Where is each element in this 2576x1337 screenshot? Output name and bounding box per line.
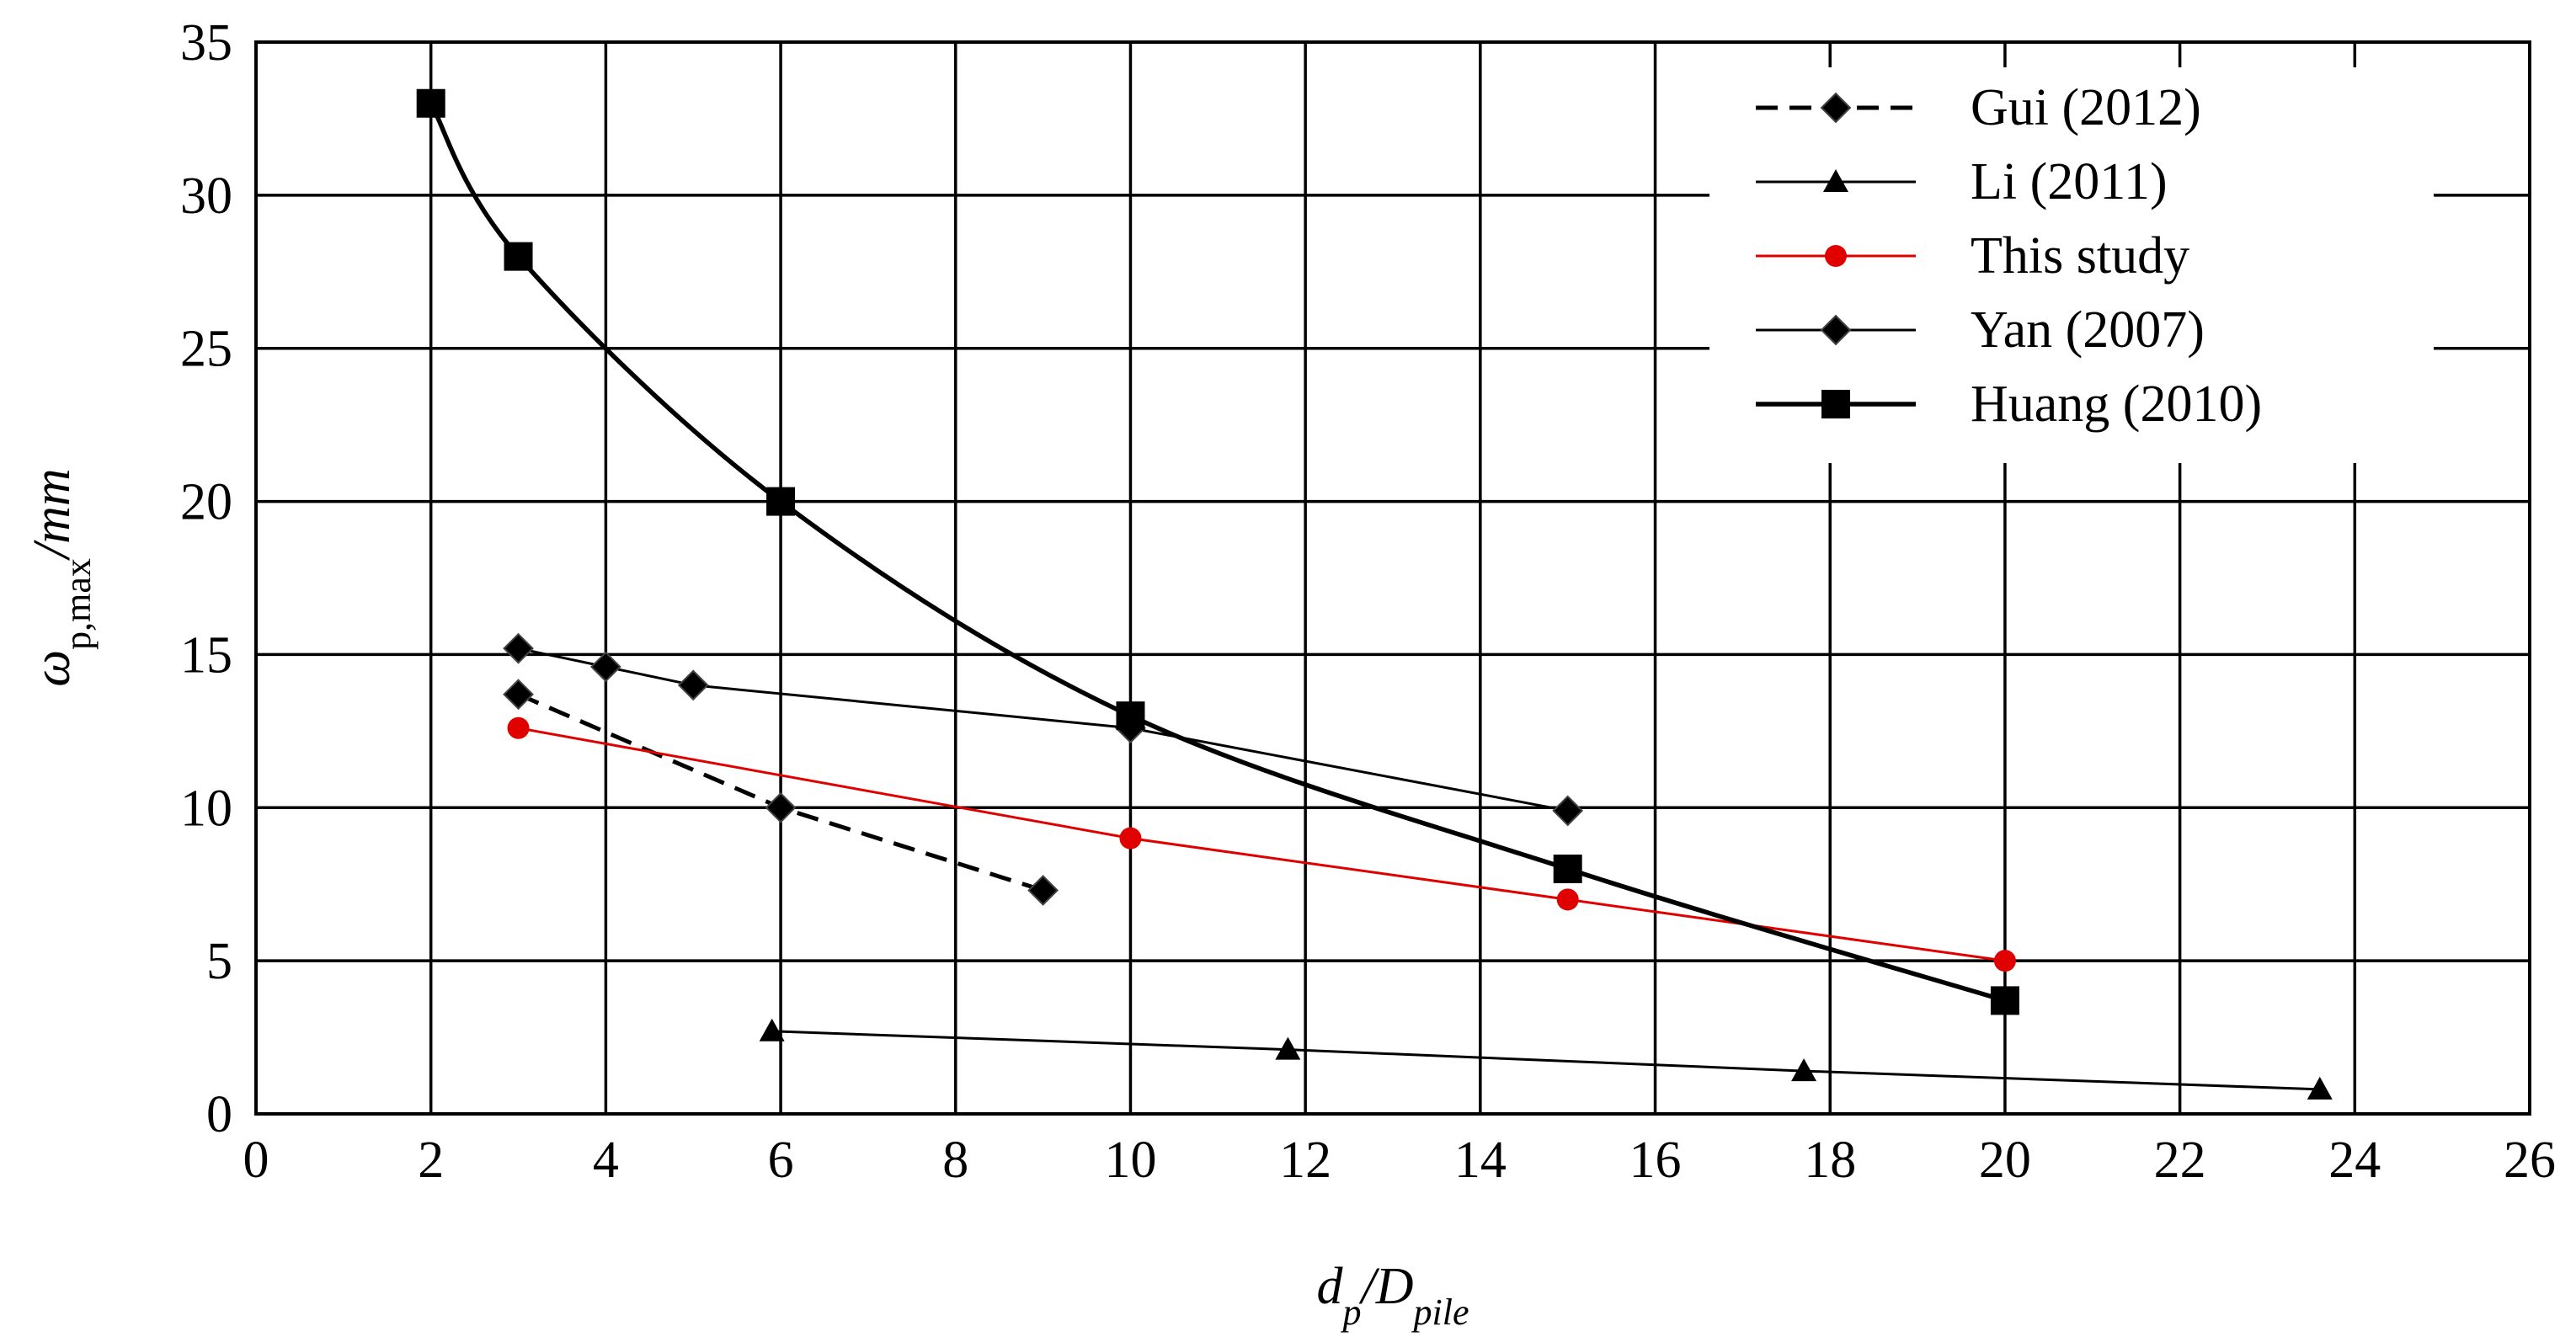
data-point-gui-2012: [503, 679, 534, 711]
data-point-li-2011: [2307, 1076, 2333, 1100]
y-axis-label: ωp,max/mm: [24, 468, 99, 686]
data-point-huang-2010: [766, 487, 796, 516]
x-tick-label: 6: [768, 1132, 794, 1189]
legend-item-this-study: This study: [1756, 227, 2189, 285]
series-yan-2007: [503, 632, 1584, 827]
series-line-this-study: [518, 727, 2006, 962]
x-tick-label: 18: [1804, 1132, 1856, 1189]
data-point-huang-2010: [504, 242, 533, 271]
x-tick-label: 4: [593, 1132, 619, 1189]
data-point-yan-2007: [1552, 795, 1584, 827]
data-point-huang-2010: [1553, 855, 1582, 884]
data-point-huang-2010: [1990, 986, 2019, 1015]
x-tick-label: 0: [243, 1132, 269, 1189]
data-point-this-study: [507, 716, 530, 739]
legend-item-gui-2012: Gui (2012): [1756, 79, 2201, 136]
legend-marker-gui-2012: [1820, 92, 1852, 124]
legend-marker-huang-2010: [1821, 390, 1850, 418]
legend: Gui (2012) Li (2011) This study Yan (2007) H…: [1709, 67, 2434, 463]
series-huang-2010: [416, 88, 2019, 1015]
series-line-li-2011: [771, 1030, 2320, 1091]
x-tick-label: 14: [1454, 1132, 1507, 1189]
data-point-yan-2007: [677, 669, 709, 701]
data-point-li-2011: [1275, 1036, 1301, 1060]
y-tick-label: 30: [180, 168, 232, 225]
plot-frame: [254, 40, 2531, 1116]
legend-label-yan-2007: Yan (2007): [1971, 301, 2205, 359]
legend-label-huang-2010: Huang (2010): [1971, 376, 2262, 433]
data-point-huang-2010: [416, 88, 445, 118]
data-point-this-study: [1993, 950, 2016, 972]
data-point-li-2011: [759, 1018, 785, 1041]
data-point-gui-2012: [765, 791, 797, 823]
series-this-study: [507, 716, 2016, 972]
series-layer: [416, 88, 2333, 1100]
legend-marker-this-study: [1825, 245, 1847, 267]
y-tick-label: 5: [206, 933, 232, 990]
data-point-yan-2007: [589, 651, 621, 683]
x-tick-label: 26: [2504, 1132, 2556, 1189]
data-point-huang-2010: [1116, 701, 1145, 731]
x-tick-label: 2: [418, 1132, 444, 1189]
legend-label-li-2011: Li (2011): [1971, 153, 2168, 210]
legend-label-gui-2012: Gui (2012): [1971, 79, 2201, 136]
y-tick-label: 20: [180, 474, 232, 531]
data-point-gui-2012: [1027, 875, 1059, 906]
legend-label-this-study: This study: [1971, 227, 2189, 285]
series-li-2011: [759, 1018, 2333, 1100]
legend-item-huang-2010: Huang (2010): [1756, 376, 2262, 433]
y-tick-label: 10: [180, 780, 232, 837]
legend-marker-yan-2007: [1820, 314, 1852, 346]
data-point-li-2011: [1791, 1058, 1817, 1082]
data-point-yan-2007: [503, 632, 534, 664]
y-tick-label: 25: [180, 321, 232, 378]
series-gui-2012: [503, 679, 1059, 906]
x-tick-labels: 0 2 4 6 8 10 12 14 16 18 20 22 24 26: [243, 1132, 2557, 1189]
x-tick-label: 10: [1104, 1132, 1156, 1189]
x-tick-label: 20: [1979, 1132, 2031, 1189]
y-tick-label: 0: [206, 1086, 232, 1143]
legend-item-yan-2007: Yan (2007): [1756, 301, 2205, 359]
data-point-this-study: [1556, 888, 1579, 911]
series-line-huang-2010: [429, 102, 2006, 1004]
y-tick-label: 35: [180, 14, 232, 72]
x-tick-label: 24: [2328, 1132, 2381, 1189]
x-tick-label: 22: [2154, 1132, 2206, 1189]
legend-marker-li-2011: [1823, 169, 1848, 192]
x-tick-label: 8: [942, 1132, 968, 1189]
y-tick-label: 15: [180, 626, 232, 684]
x-tick-label: 16: [1629, 1132, 1682, 1189]
data-point-this-study: [1119, 827, 1142, 850]
y-tick-labels: 0 5 10 15 20 25 30 35: [180, 14, 232, 1143]
x-tick-label: 12: [1279, 1132, 1331, 1189]
legend-item-li-2011: Li (2011): [1756, 153, 2168, 210]
x-axis-label: dp/Dpile: [1317, 1258, 1469, 1333]
